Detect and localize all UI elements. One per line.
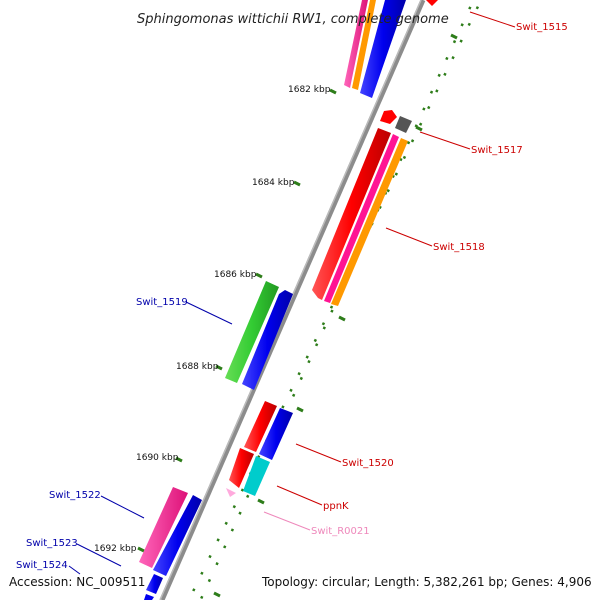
leader-line xyxy=(276,485,323,506)
gene-feature-red xyxy=(229,448,254,488)
tick-label: 1682 kbp xyxy=(288,85,331,95)
gene-label: Swit_1522 xyxy=(49,490,101,501)
gene-feature-orange-long xyxy=(331,138,408,306)
gene-feature-pink-small xyxy=(226,488,236,497)
gene-label: Swit_1519 xyxy=(136,297,188,308)
gene-label: Swit_1524 xyxy=(16,560,68,571)
tick-mark xyxy=(257,498,265,505)
leader-line xyxy=(419,131,471,150)
genome-backbone xyxy=(159,0,426,600)
gene-feature-blue xyxy=(146,574,163,594)
gene-feature-red xyxy=(244,401,277,452)
leader-line xyxy=(295,443,342,463)
tick-mark xyxy=(215,364,223,371)
leader-line xyxy=(385,227,433,247)
leader-line xyxy=(76,543,122,567)
gene-feature-blue xyxy=(259,408,293,460)
gene-feature-blue xyxy=(153,495,202,576)
tick-mark xyxy=(296,406,304,413)
leader-line xyxy=(68,565,81,575)
genome-summary-text: Topology: circular; Length: 5,382,261 bp… xyxy=(262,575,592,589)
map-title: Sphingomonas wittichii RW1, complete gen… xyxy=(137,12,449,27)
gene-feature-gray-small xyxy=(395,116,412,133)
tick-mark xyxy=(137,546,145,553)
tick-mark xyxy=(175,456,183,463)
tick-label: 1686 kbp xyxy=(214,270,257,280)
leader-line xyxy=(100,495,145,519)
gene-feature-red-partial xyxy=(426,0,438,6)
gene-label: Swit_R0021 xyxy=(311,526,370,537)
tick-label: 1690 kbp xyxy=(136,453,179,463)
tick-mark xyxy=(255,272,263,279)
tick-mark xyxy=(329,88,337,95)
gene-feature-magenta xyxy=(139,487,188,568)
leader-line xyxy=(469,11,516,28)
gene-feature-orange xyxy=(352,0,376,90)
gene-label: Swit_1515 xyxy=(516,22,568,33)
gene-label: Swit_1520 xyxy=(342,458,394,469)
tick-label: 1684 kbp xyxy=(252,178,295,188)
tick-label: 1688 kbp xyxy=(176,362,219,372)
gene-feature-green xyxy=(225,281,279,383)
leader-line xyxy=(263,511,311,531)
gene-label: Swit_1517 xyxy=(471,145,523,156)
leader-line xyxy=(185,301,233,325)
tick-mark xyxy=(338,315,346,322)
gene-feature-blue xyxy=(242,290,293,390)
gene-feature-magenta-long xyxy=(324,134,399,303)
gene-feature-magenta xyxy=(344,0,368,88)
gene-label: ppnK xyxy=(323,501,349,512)
tick-mark xyxy=(415,125,423,132)
tick-mark xyxy=(450,33,458,40)
gene-feature-red-long xyxy=(312,128,391,300)
tick-mark xyxy=(213,591,221,598)
outer-dotted-ring xyxy=(187,0,483,600)
gene-label: Swit_1523 xyxy=(26,538,78,549)
gene-label: Swit_1518 xyxy=(433,242,485,253)
gene-feature-blue xyxy=(144,594,154,600)
gene-feature-red-small xyxy=(380,110,397,124)
accession-text: Accession: NC_009511 xyxy=(9,575,146,589)
gene-feature-blue xyxy=(360,0,406,98)
gene-feature-cyan xyxy=(243,456,270,496)
tick-label: 1692 kbp xyxy=(94,544,137,554)
tick-mark xyxy=(293,180,301,187)
